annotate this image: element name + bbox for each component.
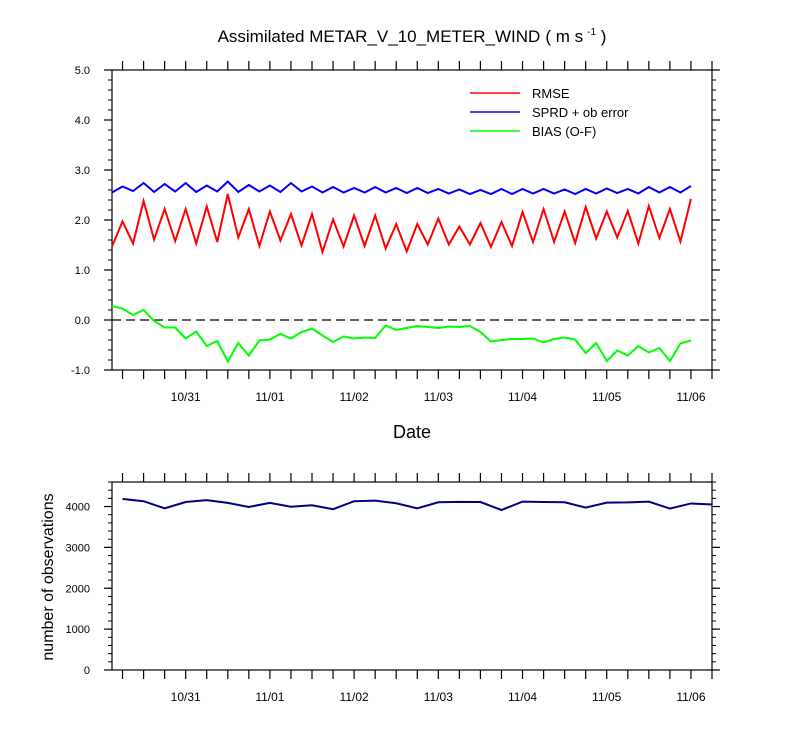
x-tick-label: 11/04 — [508, 390, 537, 404]
y-tick-label: 1000 — [66, 624, 90, 636]
y-tick-label: 4000 — [66, 502, 90, 514]
x-tick-label: 11/05 — [592, 390, 621, 404]
y-tick-label: 2.0 — [75, 215, 90, 227]
y-tick-label: 3.0 — [75, 165, 90, 177]
legend-label: BIAS (O-F) — [532, 124, 596, 139]
y-tick-label: 5.0 — [75, 65, 90, 77]
series-line-rmse — [111, 193, 692, 256]
x-axis-label: Date — [393, 422, 431, 442]
x-tick-label: 11/06 — [676, 690, 705, 704]
series-line-bias-o-f — [111, 305, 692, 364]
x-tick-label: 11/04 — [508, 690, 537, 704]
y-tick-label: 3000 — [66, 542, 90, 554]
x-tick-label: 10/31 — [171, 690, 201, 704]
x-tick-label: 11/02 — [340, 690, 369, 704]
legend-label: RMSE — [532, 86, 570, 101]
y-tick-label: 2000 — [66, 583, 90, 595]
plot-frame — [111, 481, 713, 671]
x-tick-label: 11/05 — [592, 690, 621, 704]
y-tick-label: 1.0 — [75, 265, 90, 277]
x-tick-label: 10/31 — [171, 390, 201, 404]
chart-title-units: ( m s — [545, 27, 583, 46]
stats-plot: -1.0 0.0 1.0 2.0 3.0 4.0 5.0 10/31 11/01 11/02 11/… — [71, 61, 720, 404]
chart-title-units-close: ) — [596, 27, 606, 46]
y-tick-label: 0 — [84, 665, 90, 677]
chart-title: Assimilated METAR_V_10_METER_WIND( m s -1… — [218, 27, 607, 46]
x-tick-label: 11/01 — [255, 690, 284, 704]
y-axis-label-obs: number of observations — [40, 493, 57, 660]
y-tick-label: 4.0 — [75, 115, 90, 127]
y-tick-label: -1.0 — [71, 365, 90, 377]
x-tick-label: 11/03 — [424, 690, 453, 704]
legend: RMSE SPRD + ob error BIAS (O-F) — [470, 86, 629, 139]
x-tick-label: 11/03 — [424, 390, 453, 404]
x-tick-label: 11/06 — [676, 390, 705, 404]
obs-count-plot: 0 1000 2000 3000 4000 10/31 11/01 11/02 11/03 11/… — [66, 473, 720, 704]
chart-title-units-sup: -1 — [587, 27, 596, 38]
series-line-sprd-ob-error — [111, 180, 692, 196]
x-tick-label: 11/02 — [340, 390, 369, 404]
chart-title-main: Assimilated METAR_V_10_METER_WIND — [218, 27, 541, 46]
legend-label: SPRD + ob error — [532, 105, 629, 120]
x-tick-label: 11/01 — [255, 390, 284, 404]
y-tick-label: 0.0 — [75, 315, 90, 327]
series-line-obs-count — [122, 497, 713, 512]
